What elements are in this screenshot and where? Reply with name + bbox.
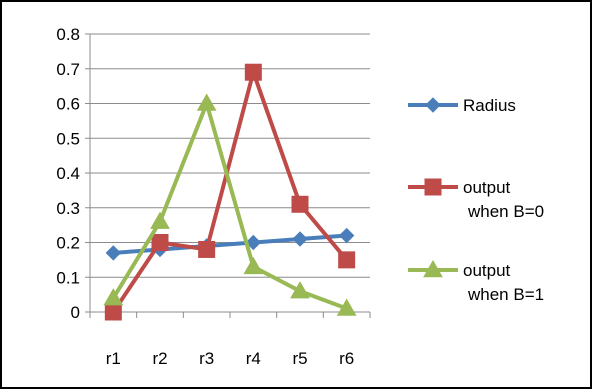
legend-label: when B=1 xyxy=(467,285,544,304)
axes: 0 0.1 0.2 0.3 0.4 0.5 0.6 0.7 0.8 r1 r2 r3 r4 r5 r6 xyxy=(56,25,371,368)
y-tick-label: 0.1 xyxy=(56,268,80,287)
legend-label: when B=0 xyxy=(467,202,544,221)
data-point-radius xyxy=(338,227,355,244)
series-line-output-when-b-1 xyxy=(111,101,348,311)
x-tick-label: r6 xyxy=(339,349,354,368)
data-point-output-when-b-0 xyxy=(104,303,122,321)
data-point-radius xyxy=(245,234,262,251)
legend-item-output-when-b-1: output when B=1 xyxy=(408,259,544,304)
data-point-output-when-b-0 xyxy=(198,240,216,258)
legend-swatch-marker xyxy=(423,259,443,278)
data-point-output-when-b-1 xyxy=(150,211,170,229)
data-point-radius xyxy=(105,245,122,261)
x-tick-label: r1 xyxy=(106,349,121,368)
y-tick-label: 0.2 xyxy=(56,234,80,253)
y-tick-label: 0 xyxy=(71,303,80,322)
data-point-output-when-b-0 xyxy=(244,63,262,81)
data-point-output-when-b-1 xyxy=(196,93,217,111)
legend-item-output-when-b-0: output when B=0 xyxy=(408,178,544,221)
legend-label: output xyxy=(463,178,511,197)
y-tick-label: 0.5 xyxy=(56,129,80,148)
data-point-output-when-b-1 xyxy=(336,298,357,316)
series-radius xyxy=(105,227,355,261)
x-tick-label: r5 xyxy=(292,349,307,368)
y-tick-label: 0.6 xyxy=(56,95,80,114)
legend-label: output xyxy=(463,261,511,280)
y-tick-label: 0.4 xyxy=(56,164,80,183)
y-tick-label: 0.7 xyxy=(56,60,80,79)
y-tick-label: 0.8 xyxy=(56,25,80,44)
data-point-output-when-b-1 xyxy=(243,256,264,275)
series-output-when-b-1 xyxy=(103,93,357,316)
legend-swatch-marker xyxy=(424,178,442,196)
y-tick-label: 0.3 xyxy=(56,199,80,218)
data-point-output-when-b-1 xyxy=(103,288,124,306)
legend: Radius output when B=0 output when B=1 xyxy=(408,96,544,304)
x-tick-label: r2 xyxy=(152,349,167,368)
data-point-output-when-b-0 xyxy=(291,195,309,213)
legend-swatch-marker xyxy=(425,97,441,113)
data-point-output-when-b-0 xyxy=(151,234,169,251)
data-point-output-when-b-0 xyxy=(338,251,356,269)
data-point-output-when-b-1 xyxy=(290,281,310,299)
x-tick-label: r3 xyxy=(199,349,214,368)
data-point-radius xyxy=(292,231,308,247)
x-tick-label: r4 xyxy=(246,349,261,368)
series-line-output-when-b-0 xyxy=(111,70,349,314)
legend-item-radius: Radius xyxy=(408,96,516,115)
gridlines xyxy=(90,33,370,278)
legend-label: Radius xyxy=(463,96,516,115)
series-lines xyxy=(103,63,357,321)
